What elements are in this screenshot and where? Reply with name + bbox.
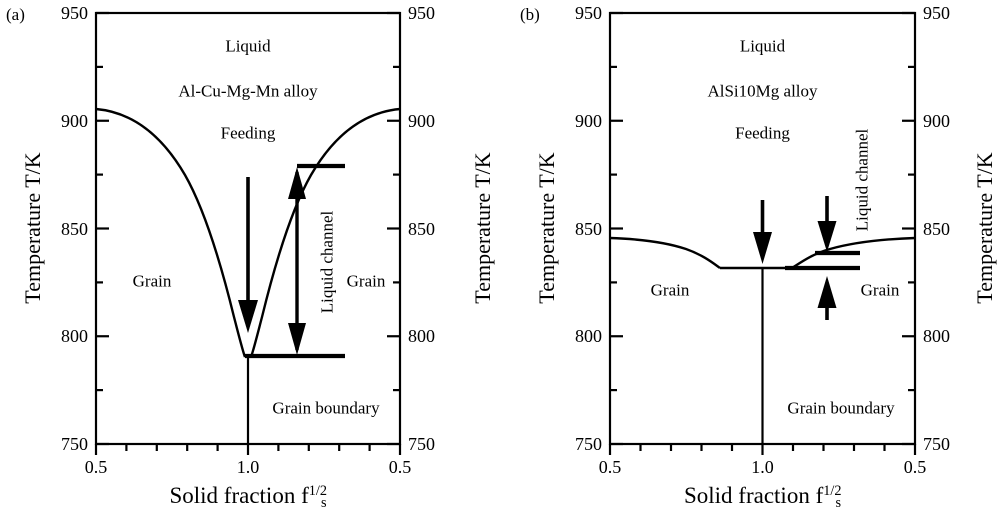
panel-b-y-major-ticks xyxy=(610,11,915,446)
panel-b-label-grain-right: Grain xyxy=(860,280,900,300)
panel-b-feeding-arrow xyxy=(753,200,772,264)
panel-b-xtick-left: 0.5 xyxy=(598,457,622,477)
panel-b-label-alloy: AlSi10Mg alloy xyxy=(707,81,818,101)
panel-a-feeding-arrow xyxy=(238,177,258,333)
panel-a-x-minor-ticks xyxy=(125,444,371,451)
panel-a-ytick-900-left: 900 xyxy=(61,110,88,131)
panel-a-y-axis-title-right: Temperature T/K xyxy=(470,152,495,304)
panel-a-y-minor-ticks xyxy=(96,65,400,392)
panel-b-curve-right xyxy=(791,236,916,270)
panel-b-ytick-900-left: 900 xyxy=(575,110,602,131)
panel-a-label-feeding: Feeding xyxy=(220,123,276,143)
panel-b-label-grain-boundary: Grain boundary xyxy=(787,398,895,418)
panel-b-channel-arrow-up xyxy=(817,276,837,320)
panel-b-x-axis-title-sub: s xyxy=(835,494,842,511)
panel-b-ytick-750-right: 750 xyxy=(923,434,950,454)
panel-b-x-major-ticks xyxy=(608,444,917,455)
panel-b-y-axis-title-left: Temperature T/K xyxy=(534,152,559,304)
panel-b-x-axis-title: Solid fraction f1/2s xyxy=(684,484,841,510)
panel-b-y-axis-title-right: Temperature T/K xyxy=(972,152,997,304)
panel-a-ytick-750-left: 750 xyxy=(61,434,88,454)
panel-a-label-alloy: Al-Cu-Mg-Mn alloy xyxy=(178,81,318,101)
panel-a: (a) xyxy=(6,3,495,510)
panel-b-ytick-800-left: 800 xyxy=(575,326,602,347)
panel-a-xtick-left: 0.5 xyxy=(84,457,108,477)
panel-b-curve-left xyxy=(609,236,721,269)
panel-b-tag: (b) xyxy=(520,5,540,24)
panel-a-label-liquid-channel: Liquid channel xyxy=(317,210,337,314)
panel-a-ytick-950-left: 950 xyxy=(61,3,88,23)
panel-a-ytick-850-left: 850 xyxy=(61,218,88,239)
panel-a-label-grain-right: Grain xyxy=(346,271,386,291)
panel-a-ytick-950-right: 950 xyxy=(408,3,435,23)
panel-b-x-minor-ticks xyxy=(639,444,886,451)
panel-a-ytick-800-right: 800 xyxy=(408,326,435,347)
panel-a-xtick-right: 0.5 xyxy=(388,457,412,477)
panel-b-channel-arrow-down xyxy=(817,196,837,252)
panel-b-xtick-mid: 1.0 xyxy=(751,457,774,477)
panel-a-label-grain-left: Grain xyxy=(132,271,172,291)
panel-a-curve-left xyxy=(95,107,247,358)
panel-a-label-grain-boundary: Grain boundary xyxy=(272,398,380,418)
panel-b-plot xyxy=(608,11,917,455)
panel-a-label-liquid: Liquid xyxy=(225,36,271,56)
panel-a-x-axis-title-sub: s xyxy=(320,494,327,511)
panel-a-ytick-850-right: 850 xyxy=(408,218,435,239)
panel-a-x-axis-title-main: Solid fraction f xyxy=(169,483,309,508)
panel-a-y-axis-title-left: Temperature T/K xyxy=(20,152,45,304)
panel-b-x-axis-title-main: Solid fraction f xyxy=(683,483,824,508)
panel-a-xtick-mid: 1.0 xyxy=(236,457,260,477)
panel-b-xtick-right: 0.5 xyxy=(903,457,927,477)
panel-b-label-liquid: Liquid xyxy=(739,36,786,56)
panel-b-ytick-950-left: 950 xyxy=(575,3,602,23)
panel-b-label-liquid-channel: Liquid channel xyxy=(852,128,872,232)
panel-b-ytick-850-left: 850 xyxy=(575,218,602,239)
panel-a-x-axis-title-sup: 1/2 xyxy=(308,483,327,500)
panel-a-x-axis-title: Solid fraction f1/2s xyxy=(169,484,326,510)
panel-b-ytick-900-right: 900 xyxy=(923,110,950,131)
panel-b-ytick-850-right: 850 xyxy=(923,218,950,239)
panel-b-ytick-950-right: 950 xyxy=(923,3,950,23)
panel-a-ytick-750-right: 750 xyxy=(408,434,435,454)
panel-b-x-axis-title-sup: 1/2 xyxy=(823,483,842,500)
panel-a-curve-right xyxy=(249,107,401,358)
panel-b-ytick-750-left: 750 xyxy=(575,434,602,454)
panel-b-ytick-800-right: 800 xyxy=(923,326,950,347)
panel-b: (b) xyxy=(500,0,1000,522)
panel-a-plot xyxy=(94,11,402,455)
panel-b-label-feeding: Feeding xyxy=(735,123,790,143)
panel-a-liquid-channel-arrow xyxy=(288,167,306,355)
panel-a-ytick-900-right: 900 xyxy=(408,110,435,131)
panel-b-label-grain-left: Grain xyxy=(650,280,690,300)
panel-b-y-minor-ticks xyxy=(610,65,915,392)
panel-a-ytick-800-left: 800 xyxy=(61,326,88,347)
panel-a-x-major-ticks xyxy=(94,444,402,455)
panel-a-y-major-ticks xyxy=(96,11,400,446)
panel-a-tag: (a) xyxy=(6,5,25,24)
